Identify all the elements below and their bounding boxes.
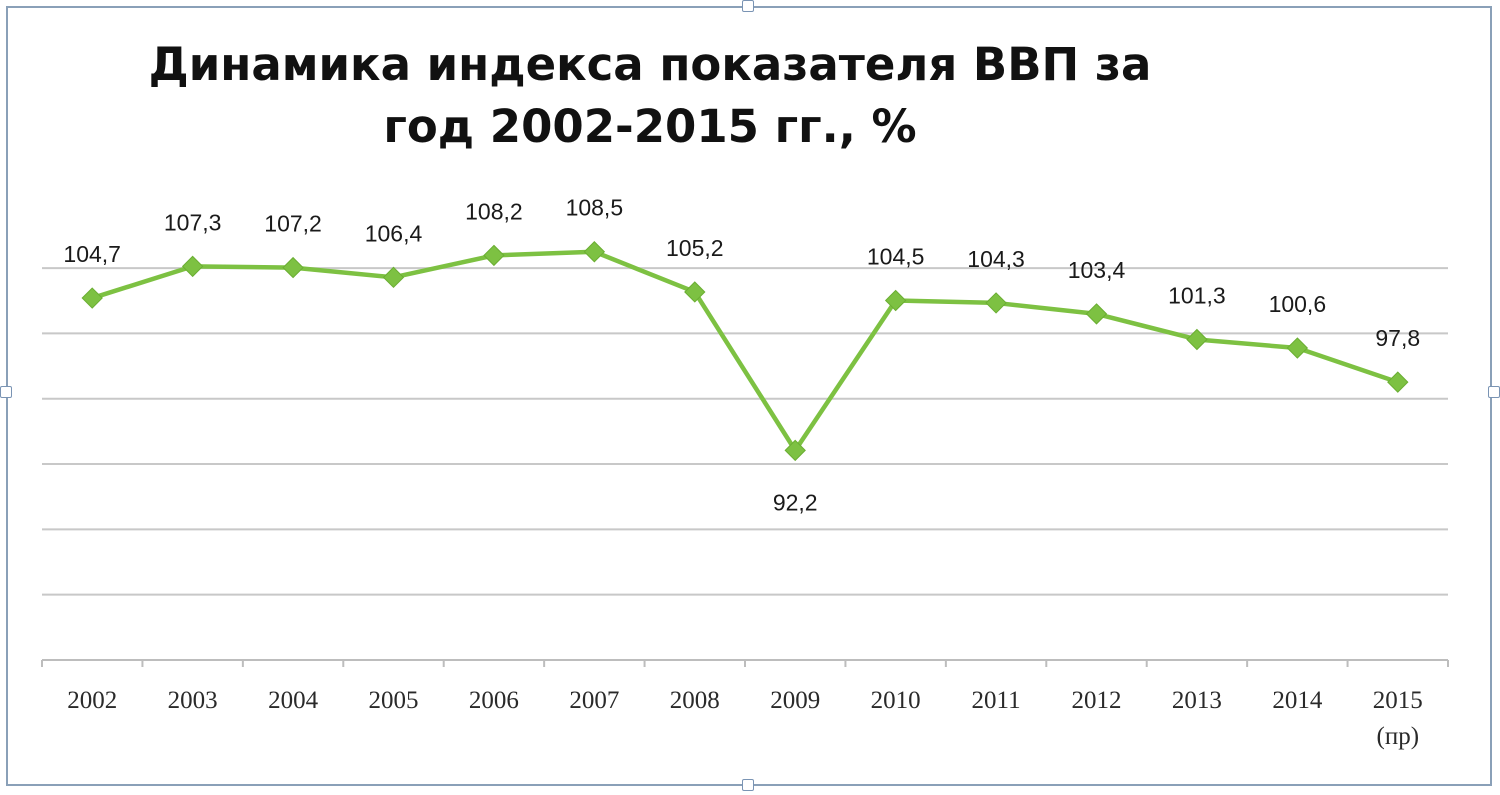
resize-handle-bottom[interactable] (742, 779, 754, 791)
data-point-2013 (1186, 328, 1208, 351)
data-point-2002 (81, 287, 103, 309)
data-point-2008 (684, 281, 706, 303)
data-label-2008: 105,2 (666, 235, 724, 261)
x-tick-label-2011: 2011 (972, 687, 1021, 714)
data-point-2015 (1387, 371, 1409, 393)
data-point-2009 (784, 439, 806, 462)
x-tick-label-2012: 2012 (1072, 687, 1122, 714)
x-tick-label-2014: 2014 (1272, 687, 1323, 714)
chart-frame[interactable] (6, 6, 1492, 786)
data-label-2002: 104,7 (63, 241, 121, 267)
data-label-2013: 101,3 (1168, 282, 1226, 308)
x-tick-label-2006: 2006 (469, 687, 519, 714)
data-point-2003 (181, 255, 204, 278)
data-point-2004 (282, 256, 304, 279)
data-point-2012 (1085, 303, 1108, 325)
data-label-2007: 108,5 (566, 195, 624, 221)
data-point-2011 (985, 292, 1007, 314)
x-tick-label-2015: 2015 (1373, 687, 1423, 714)
x-tick-label-2010: 2010 (871, 687, 921, 714)
data-label-2003: 107,3 (164, 209, 222, 235)
x-tick-sublabel-2015: (пр) (1377, 723, 1420, 750)
data-label-2011: 104,3 (967, 246, 1025, 272)
x-tick-label-2005: 2005 (369, 687, 419, 714)
data-label-2015: 97,8 (1375, 325, 1420, 351)
x-tick-label-2003: 2003 (168, 687, 218, 714)
data-label-2004: 107,2 (264, 211, 322, 237)
resize-handle-top[interactable] (742, 0, 754, 12)
data-point-2007 (583, 241, 606, 263)
data-label-2014: 100,6 (1269, 291, 1327, 317)
series-line (91, 249, 1399, 453)
x-tick-label-2009: 2009 (770, 687, 820, 714)
chart-title: Динамика индекса показателя ВВП за год 2… (148, 38, 1152, 153)
resize-handle-left[interactable] (0, 386, 12, 398)
data-point-2006 (483, 244, 505, 267)
x-tick-label-2004: 2004 (268, 687, 319, 714)
data-label-2006: 108,2 (465, 198, 523, 224)
data-label-2012: 103,4 (1068, 257, 1126, 283)
x-tick-label-2007: 2007 (569, 687, 619, 714)
data-label-2010: 104,5 (867, 243, 925, 269)
data-point-2014 (1286, 337, 1309, 359)
x-tick-label-2002: 2002 (67, 687, 117, 714)
data-label-2009: 92,2 (773, 489, 818, 515)
x-tick-label-2013: 2013 (1172, 687, 1222, 714)
x-tick-label-2008: 2008 (670, 687, 720, 714)
data-point-2010 (884, 289, 907, 312)
data-label-2005: 106,4 (365, 220, 423, 246)
data-point-2005 (382, 266, 405, 289)
